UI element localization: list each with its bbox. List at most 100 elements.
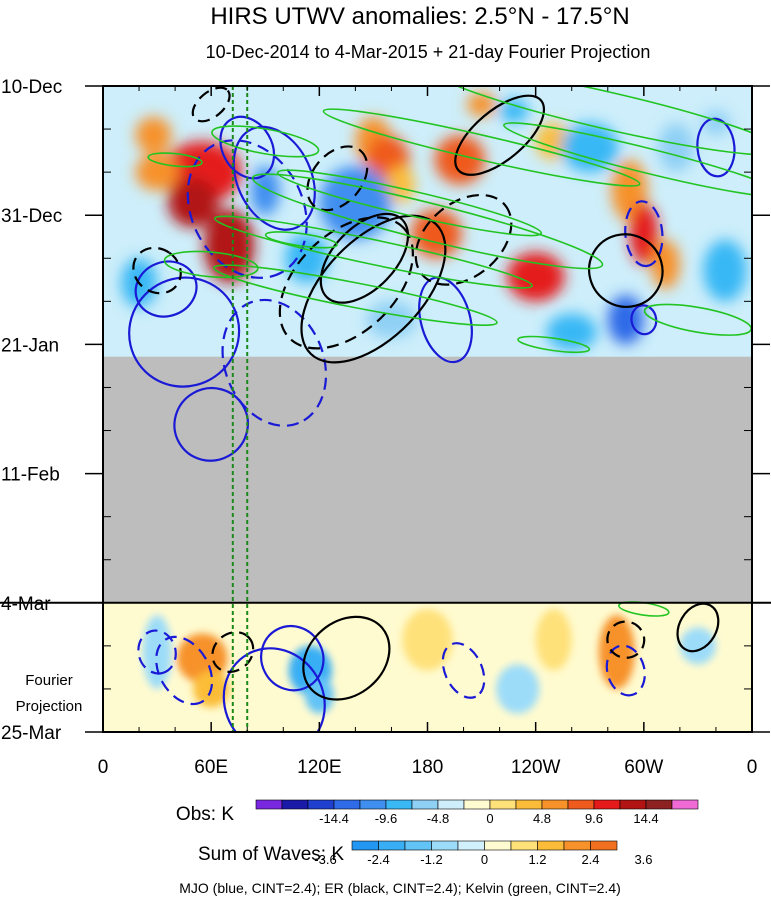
projection-label-line-1: Fourier — [25, 672, 73, 689]
waves-legend-label: Sum of Waves: K — [198, 844, 344, 865]
anomaly-blob-25 — [658, 122, 695, 173]
observed-anomaly-field — [103, 86, 752, 357]
missing-data-band — [103, 356, 752, 603]
anomaly-blob-21 — [703, 239, 747, 302]
obs-legend-swatch-5 — [385, 799, 413, 810]
obs-legend-swatch-3 — [333, 799, 361, 810]
obs-legend-tick-1: -9.6 — [375, 811, 397, 826]
projection-blob-8 — [679, 627, 716, 665]
obs-legend-tick-5: 9.6 — [585, 811, 603, 826]
obs-legend-tick-3: 0 — [486, 811, 493, 826]
x-tick-label-3: 180 — [412, 757, 444, 778]
waves-legend-swatch-5 — [484, 840, 512, 851]
obs-legend-swatch-15 — [645, 799, 673, 810]
waves-legend-swatch-9 — [590, 840, 618, 851]
mjo-contour-16 — [441, 642, 486, 699]
projection-blob-10 — [377, 688, 406, 726]
waves-legend-swatch-6 — [510, 840, 538, 851]
mjo-contour-4 — [418, 276, 473, 364]
projection-blob-9 — [535, 608, 572, 671]
y-tick-label-3: 11-Feb — [1, 465, 60, 486]
y-tick-label-5: 25-Mar — [1, 723, 62, 744]
er-contour-19 — [454, 94, 546, 176]
mjo-contour-3 — [219, 115, 276, 180]
chart-subtitle: 10-Dec-2014 to 4-Mar-2015 + 21-day Fouri… — [206, 42, 651, 62]
obs-legend-tick-2: -4.8 — [427, 811, 449, 826]
kelvin-contour-42 — [517, 335, 591, 354]
mjo-contour-5 — [630, 304, 658, 336]
waves-legend-swatch-8 — [563, 840, 591, 851]
obs-legend-swatch-1 — [281, 799, 309, 810]
mjo-contour-11 — [221, 298, 328, 427]
waves-legend-tick-6: 3.6 — [634, 852, 652, 867]
waves-legend-tick-3: 0 — [481, 852, 488, 867]
projection-label: Fourier Projection — [16, 672, 83, 715]
projection-blob-11 — [256, 608, 293, 646]
obs-legend-swatch-4 — [359, 799, 387, 810]
anomaly-blob-1 — [167, 178, 219, 228]
projection-blob-5 — [402, 608, 453, 671]
projection-blob-4 — [598, 615, 635, 689]
anomaly-blob-14 — [467, 92, 497, 117]
mjo-contour-13 — [155, 635, 214, 706]
er-contour-27 — [191, 86, 231, 123]
kelvin-contour-40 — [147, 152, 203, 168]
er-contour-28 — [606, 620, 646, 659]
mjo-contour-14 — [137, 629, 177, 675]
kelvin-contour-32 — [276, 169, 543, 237]
x-tick-label-6: 0 — [747, 757, 758, 778]
anomaly-blob-2 — [203, 209, 255, 283]
obs-legend-tick-6: 14.4 — [633, 811, 658, 826]
anomaly-blob-22 — [701, 110, 731, 136]
waves-legend-tick-4: 1.2 — [528, 852, 546, 867]
anomaly-blob-20 — [607, 295, 644, 345]
kelvin-contour-31 — [251, 173, 604, 270]
kelvin-contour-33 — [213, 215, 533, 289]
anomaly-blob-24 — [499, 98, 529, 123]
kelvin-contour-36 — [503, 122, 752, 198]
missing-data-region — [103, 356, 752, 603]
anomaly-blob-13 — [651, 239, 680, 290]
waves-legend-swatch-0 — [351, 840, 379, 851]
obs-legend-swatch-8 — [463, 799, 491, 810]
er-contour-17 — [300, 214, 447, 364]
obs-legend-swatch-6 — [411, 799, 439, 810]
obs-legend-swatch-14 — [619, 799, 647, 810]
mjo-contour-15 — [605, 644, 646, 697]
kelvin-contour-38 — [163, 250, 259, 279]
projection-label-line-2: Projection — [16, 698, 83, 715]
plot-axes: 0 60E 120E 180 120W 60W 0 10-Dec 31-Dec 21-Jan 11-… — [0, 77, 771, 778]
projection-blob-6 — [496, 664, 540, 714]
obs-legend: Obs: K -14.4 -9.6 -4.8 0 4.8 9.6 14.4 — [176, 799, 699, 826]
anomaly-blob-12 — [629, 202, 659, 265]
waves-legend-tick-2: -1.2 — [420, 852, 442, 867]
x-tick-label-5: 60W — [624, 757, 663, 778]
obs-legend-swatch-10 — [515, 799, 543, 810]
chart-title: HIRS UTWV anomalies: 2.5°N - 17.5°N — [210, 3, 629, 30]
anomaly-blob-4 — [135, 153, 179, 191]
obs-blobs — [121, 92, 747, 351]
x-tick-label-2: 120E — [297, 757, 341, 778]
obs-legend-swatch-13 — [593, 799, 621, 810]
obs-legend-colorbar: -14.4 -9.6 -4.8 0 4.8 9.6 14.4 — [255, 799, 699, 826]
anomaly-blob-27 — [546, 313, 597, 351]
er-contour-18 — [319, 212, 410, 304]
x-tick-label-0: 0 — [98, 757, 109, 778]
mjo-contour-2 — [232, 125, 316, 231]
obs-legend-tick-4: 4.8 — [533, 811, 551, 826]
mjo-contour-10 — [186, 139, 308, 279]
obs-legend-swatch-0 — [255, 799, 283, 810]
y-tick-label-2: 21-Jan — [1, 335, 59, 356]
obs-legend-tick-0: -14.4 — [319, 811, 349, 826]
obs-legend-swatch-7 — [437, 799, 465, 810]
kelvin-contour-34 — [212, 264, 498, 327]
kelvin-contour-37 — [211, 125, 320, 158]
er-contour-23 — [132, 246, 182, 295]
er-contour-25 — [306, 145, 369, 212]
y-tick-label-4: 4-Mar — [1, 594, 51, 615]
anomaly-blob-3 — [135, 116, 172, 154]
kelvin-contour-43 — [264, 231, 338, 249]
waves-legend-swatch-3 — [431, 840, 459, 851]
obs-legend-swatch-12 — [567, 799, 595, 810]
